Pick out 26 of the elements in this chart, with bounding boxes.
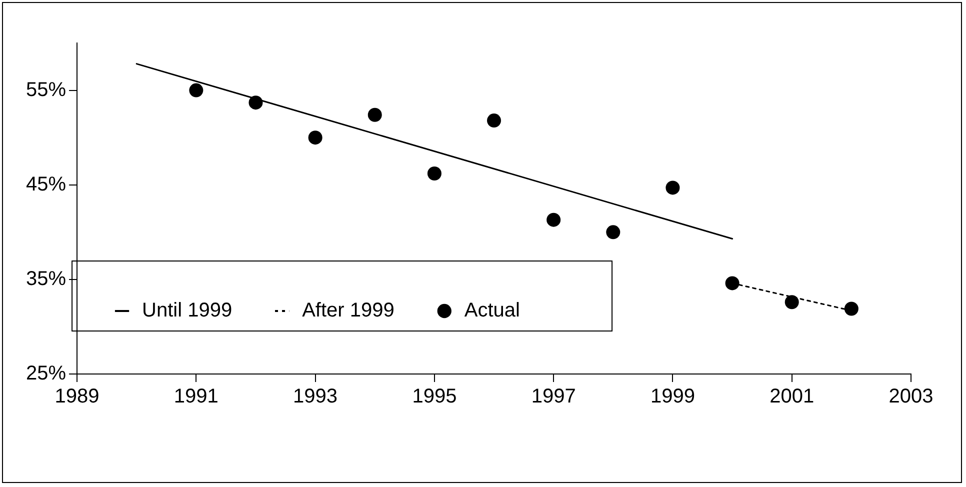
x-tick-label: 1991 (174, 386, 218, 408)
x-tick-label: 1993 (293, 386, 338, 408)
point (189, 83, 204, 98)
legend-label: Actual (464, 300, 520, 322)
y-tick-label: 25% (26, 362, 66, 385)
x-tick-label: 1997 (531, 386, 576, 408)
point (546, 212, 561, 227)
legend-label: Until 1999 (142, 300, 232, 322)
point (487, 114, 502, 128)
y-tick-label: 35% (26, 268, 66, 290)
y-tick-label: 55% (26, 78, 66, 101)
x-tick-label: 1999 (650, 386, 695, 408)
x-tick-label: 1989 (54, 386, 100, 408)
point (368, 108, 382, 122)
point (784, 295, 799, 310)
point (844, 302, 858, 316)
point (606, 225, 620, 240)
x-tick-label: 2001 (770, 386, 814, 408)
point (666, 180, 680, 195)
x-tick-label: 2003 (888, 386, 934, 408)
point (725, 276, 740, 290)
legend-label: After 1999 (302, 300, 394, 322)
x-tick-label: 1995 (412, 386, 457, 408)
y-tick-label: 45% (26, 173, 66, 196)
point (308, 130, 322, 145)
point (427, 166, 442, 181)
